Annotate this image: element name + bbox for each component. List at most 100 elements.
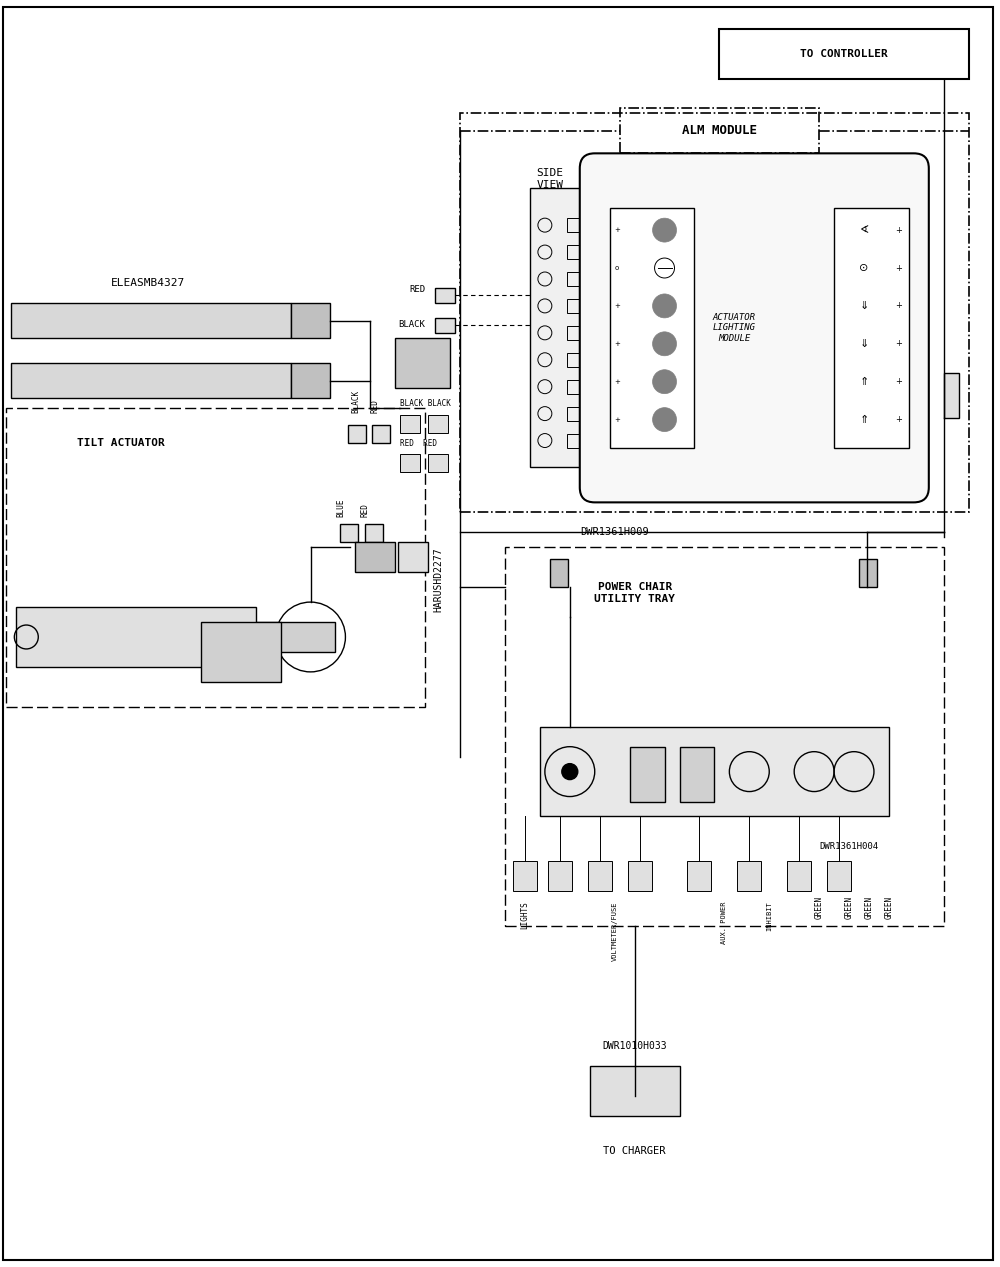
Text: ⊙: ⊙ [859, 264, 869, 272]
Bar [365, 525, 383, 542]
Text: TO CHARGER: TO CHARGER [603, 1145, 666, 1156]
Text: BLACK BLACK: BLACK BLACK [400, 399, 451, 408]
Text: BLACK: BLACK [351, 389, 360, 413]
Text: o: o [615, 265, 619, 271]
Text: TO CONTROLLER: TO CONTROLLER [800, 48, 888, 58]
Text: +: + [895, 302, 902, 310]
Bar [11, 362, 291, 398]
Text: +: + [895, 378, 902, 386]
Bar [460, 114, 969, 512]
Text: GREEN: GREEN [815, 896, 824, 920]
Text: ALM MODULE: ALM MODULE [682, 124, 757, 137]
Bar [630, 746, 665, 802]
Text: HARUSHD2277: HARUSHD2277 [433, 547, 443, 612]
Bar [400, 414, 420, 432]
Text: +: + [615, 341, 621, 347]
Text: BLUE: BLUE [336, 499, 345, 517]
Text: VOLTMETER/FUSE: VOLTMETER/FUSE [612, 901, 618, 960]
Bar [787, 862, 811, 891]
Text: GREEN: GREEN [884, 896, 893, 920]
Text: +: + [615, 227, 621, 233]
Bar [680, 746, 714, 802]
Bar [16, 607, 256, 666]
Text: AUX. POWER: AUX. POWER [721, 901, 727, 944]
Text: INHIBIT: INHIBIT [766, 901, 772, 931]
Bar [590, 1066, 680, 1116]
Text: +: + [895, 340, 902, 348]
Text: ⇑: ⇑ [859, 414, 869, 424]
Bar [567, 326, 582, 340]
Circle shape [653, 218, 677, 242]
Text: ⇓: ⇓ [859, 302, 869, 310]
Bar [291, 303, 330, 338]
Bar [428, 414, 448, 432]
Text: +: + [895, 416, 902, 424]
Bar [550, 559, 568, 587]
Bar [372, 424, 390, 442]
Text: ⇑: ⇑ [859, 376, 869, 386]
Bar [395, 338, 450, 388]
Text: +: + [615, 303, 621, 309]
Bar [355, 542, 395, 573]
Bar [435, 288, 455, 303]
Bar [428, 455, 448, 473]
Text: SIDE
VIEW: SIDE VIEW [536, 169, 563, 190]
Text: RED: RED [371, 399, 380, 413]
Text: POWER CHAIR
UTILITY TRAY: POWER CHAIR UTILITY TRAY [594, 582, 675, 604]
Bar [687, 862, 711, 891]
Bar [567, 352, 582, 366]
Bar [834, 208, 909, 447]
Bar [588, 862, 612, 891]
Text: DWR1361H004: DWR1361H004 [819, 841, 879, 851]
Bar [291, 362, 330, 398]
Circle shape [653, 294, 677, 318]
Bar [944, 372, 959, 418]
Bar [567, 433, 582, 447]
Bar [827, 862, 851, 891]
Text: BLACK: BLACK [398, 321, 425, 329]
Bar [398, 542, 428, 573]
Text: RED: RED [361, 503, 370, 517]
Bar [859, 559, 877, 587]
Circle shape [653, 370, 677, 394]
Circle shape [653, 408, 677, 432]
Bar [201, 622, 281, 682]
Text: DWR1010H033: DWR1010H033 [602, 1041, 667, 1050]
Bar [737, 862, 761, 891]
Bar [400, 455, 420, 473]
Bar [530, 189, 600, 468]
Bar [11, 303, 291, 338]
Text: +: + [895, 226, 902, 234]
Bar [435, 318, 455, 333]
Text: DWR1361H009: DWR1361H009 [580, 527, 649, 537]
Bar [567, 272, 582, 286]
Text: +: + [615, 417, 621, 423]
Text: RED  RED: RED RED [400, 438, 437, 447]
Bar [567, 380, 582, 394]
Text: ACTUATOR
LIGHTING
MODULE: ACTUATOR LIGHTING MODULE [713, 313, 756, 343]
Bar [548, 862, 572, 891]
Text: +: + [895, 264, 902, 272]
Text: TILT ACTUATOR: TILT ACTUATOR [77, 437, 165, 447]
Text: ∢: ∢ [859, 226, 869, 236]
Text: ELEASMB4327: ELEASMB4327 [111, 277, 185, 288]
Bar [540, 727, 889, 816]
FancyBboxPatch shape [580, 153, 929, 502]
Bar [628, 862, 652, 891]
Bar [348, 424, 366, 442]
Bar [620, 109, 819, 153]
Bar [567, 218, 582, 232]
Circle shape [562, 764, 578, 779]
Bar [340, 525, 358, 542]
Bar [719, 29, 969, 79]
Text: GREEN: GREEN [864, 896, 873, 920]
Bar [513, 862, 537, 891]
Bar [567, 299, 582, 313]
Bar [6, 408, 425, 707]
Text: ⇓: ⇓ [859, 338, 869, 348]
Bar [256, 622, 335, 653]
Text: LIGHTS: LIGHTS [520, 901, 529, 929]
Text: GREEN: GREEN [845, 896, 854, 920]
Text: +: + [615, 379, 621, 385]
Circle shape [653, 332, 677, 356]
